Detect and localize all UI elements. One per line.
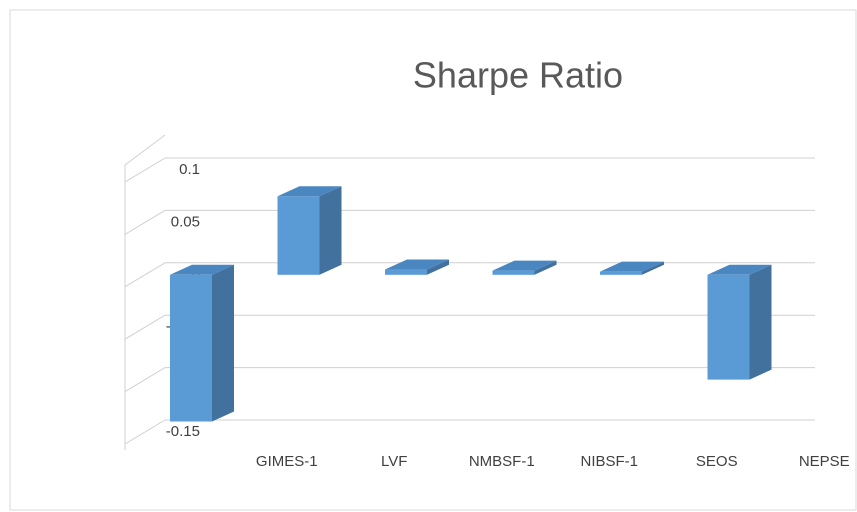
bar [277, 196, 320, 275]
bar-top [600, 261, 664, 272]
bar-side [642, 261, 664, 275]
grid-line [124, 262, 166, 288]
bar [170, 274, 212, 422]
x-tick-label: SEOS [696, 453, 738, 470]
bar [492, 270, 535, 275]
grid-line [124, 157, 166, 183]
grid-line [124, 209, 166, 235]
bar-top [277, 186, 342, 197]
y-tick-label: 0.05 [171, 213, 200, 230]
x-tick-label: NEPSE [799, 453, 850, 470]
bar-top [385, 259, 449, 270]
x-tick-label: LVF [381, 453, 407, 470]
x-tick-label: NIBSF-1 [580, 453, 638, 470]
bar-side [212, 264, 234, 422]
bar-top [707, 264, 772, 275]
wall-edge [124, 134, 166, 166]
bar-side [319, 186, 342, 275]
chart-title: Sharpe Ratio [413, 55, 623, 96]
grid-line [124, 367, 166, 393]
bar-side [427, 259, 449, 275]
bar-top [492, 260, 557, 271]
grid-line [124, 314, 166, 340]
x-tick-label: NMBSF-1 [469, 453, 535, 470]
bar [385, 269, 427, 275]
y-tick-label: 0.1 [179, 161, 200, 178]
grid-line [124, 419, 166, 445]
bar-side [749, 264, 772, 380]
bar [707, 274, 750, 380]
x-tick-label: GIMES-1 [256, 453, 318, 470]
bar [600, 271, 642, 275]
bar-side [534, 260, 557, 275]
bar-top [170, 264, 234, 275]
y-tick-label: -0.15 [166, 423, 200, 440]
